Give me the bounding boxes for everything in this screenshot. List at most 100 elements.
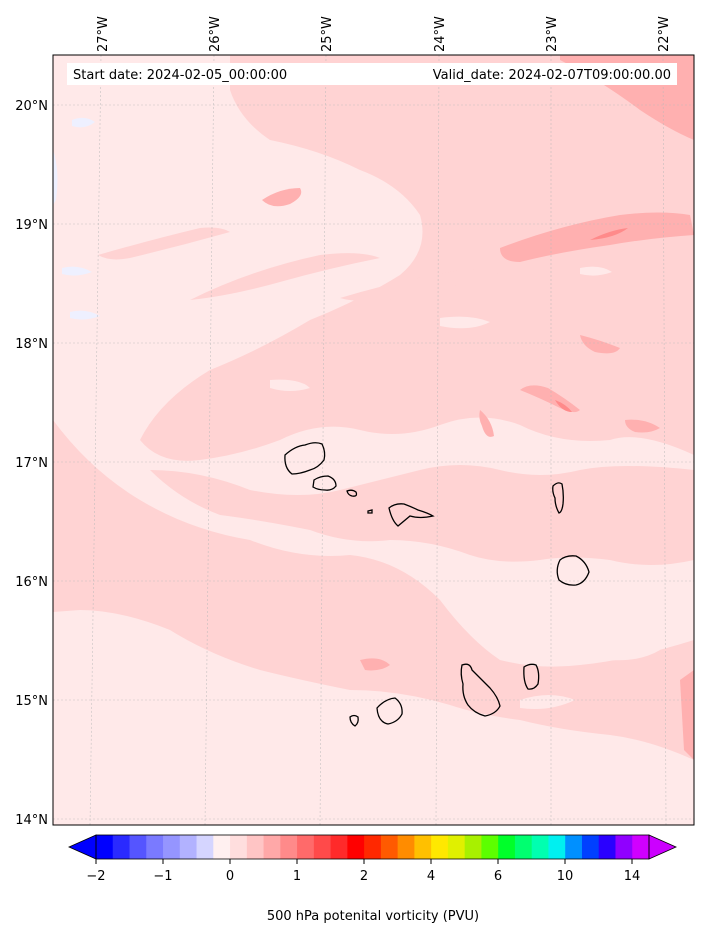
colorbar-cell (146, 835, 164, 859)
colorbar-tick: 4 (427, 859, 435, 884)
colorbar-cell (129, 835, 147, 859)
colorbar-cell (163, 835, 181, 859)
colorbar-cell (364, 835, 382, 859)
pv-peak-spot (590, 228, 628, 240)
colorbar-cell (464, 835, 483, 859)
colorbar-cell (196, 835, 214, 859)
colorbar-tick: 14 (624, 859, 641, 884)
colorbar-cell (96, 835, 114, 859)
island-santo-antao (284, 442, 326, 475)
pv-low-patch (53, 150, 58, 205)
colorbar-tick-label: 4 (427, 869, 435, 884)
colorbar-tick: −2 (86, 859, 106, 884)
lat-label: 20°N (15, 99, 48, 114)
colorbar-cell (615, 835, 633, 859)
colorbar-extend-low (68, 834, 97, 860)
island-sal (552, 482, 564, 514)
lon-label: 26°W (208, 16, 223, 52)
pv-low-patch (70, 310, 100, 320)
pv-contour-band (53, 420, 694, 760)
colorbar-cell (414, 835, 432, 859)
colorbar-cell (263, 835, 281, 859)
colorbar-cell (330, 835, 348, 859)
lon-label: 25°W (320, 16, 335, 52)
info-box: Start date: 2024-02-05_00:00:00 Valid_da… (67, 63, 677, 85)
colorbar-tick: 6 (494, 859, 502, 884)
lat-label: 15°N (15, 694, 48, 709)
colorbar-cell (397, 835, 415, 859)
pv-light-patch (270, 379, 310, 391)
pv-high-streak (262, 188, 302, 207)
colorbar-extend-high (648, 834, 677, 860)
pv-contour-streak (98, 227, 230, 260)
colorbar-cell (213, 835, 231, 859)
island-branco (367, 509, 373, 514)
map-axes-frame (52, 54, 695, 826)
lon-label: 22°W (657, 16, 672, 52)
colorbar-tick: 1 (293, 859, 301, 884)
colorbar-cell (431, 835, 449, 859)
lon-tick-labels: 27°W 26°W 25°W 24°W 23°W 22°W (96, 16, 672, 52)
pv-low-patch (72, 117, 95, 128)
colorbar-cell (380, 835, 399, 859)
pv-high-streak (625, 419, 660, 433)
lon-label: 24°W (433, 16, 448, 52)
colorbar-tick-label: −1 (153, 869, 172, 884)
colorbar-outline (95, 834, 650, 860)
pv-contour-streak (340, 269, 500, 301)
colorbar-ticks: −2 −1 0 1 2 4 6 10 14 (86, 859, 640, 884)
colorbar-cell (179, 835, 198, 859)
colorbar-cell (581, 835, 600, 859)
island-fogo (376, 697, 403, 725)
colorbar-cell (347, 835, 365, 859)
pv-contour-streak (190, 253, 380, 300)
colorbar-cell (498, 835, 516, 859)
colorbar-cell (598, 835, 617, 859)
pv-light-patch (580, 266, 612, 276)
colorbar-cell (447, 835, 466, 859)
pv-high-streak (360, 658, 390, 671)
map-panel (53, 55, 694, 825)
colorbar-tick-label: 6 (494, 869, 502, 884)
colorbar-cell (246, 835, 265, 859)
start-date-text: Start date: 2024-02-05_00:00:00 (73, 68, 287, 83)
lat-label: 17°N (15, 456, 48, 471)
valid-date-text: Valid_date: 2024-02-07T09:00:00.00 (433, 68, 671, 83)
pv-high-streak (580, 335, 620, 354)
lon-label: 23°W (545, 16, 560, 52)
colorbar-tick-label: 10 (557, 869, 574, 884)
colorbar-tick-label: 14 (624, 869, 641, 884)
pv-light-patch (520, 695, 575, 709)
colorbar-cell (297, 835, 315, 859)
pv-low-patch (62, 266, 92, 276)
colorbar-tick: 0 (226, 859, 234, 884)
colorbar-tick: 10 (557, 859, 574, 884)
pv-light-patch (440, 316, 490, 329)
island-maio (523, 663, 540, 690)
pv-peak-spot (555, 400, 572, 412)
colorbar-tick-label: −2 (86, 869, 105, 884)
colorbar-cell (313, 835, 332, 859)
lat-label: 19°N (15, 218, 48, 233)
colorbar-cell (280, 835, 298, 859)
colorbar-cells (96, 835, 650, 859)
island-santa-luzia (346, 489, 358, 497)
colorbar-cell (112, 835, 131, 859)
island-sao-nicolau (388, 503, 435, 527)
colorbar-cell (632, 835, 650, 859)
island-brava (349, 714, 359, 727)
lat-tick-labels: 20°N 19°N 18°N 17°N 16°N 15°N 14°N (15, 99, 48, 828)
info-box-background (67, 63, 677, 85)
colorbar-cell (531, 835, 550, 859)
lat-label: 18°N (15, 337, 48, 352)
colorbar-cell (230, 835, 248, 859)
pv-light-patch (610, 645, 660, 661)
colorbar-tick: −1 (153, 859, 173, 884)
colorbar-cell (514, 835, 533, 859)
lat-label: 16°N (15, 575, 48, 590)
colorbar-tick-label: 1 (293, 869, 301, 884)
pv-contour-band (140, 55, 694, 461)
colorbar-cell (565, 835, 583, 859)
lat-label: 14°N (15, 813, 48, 828)
